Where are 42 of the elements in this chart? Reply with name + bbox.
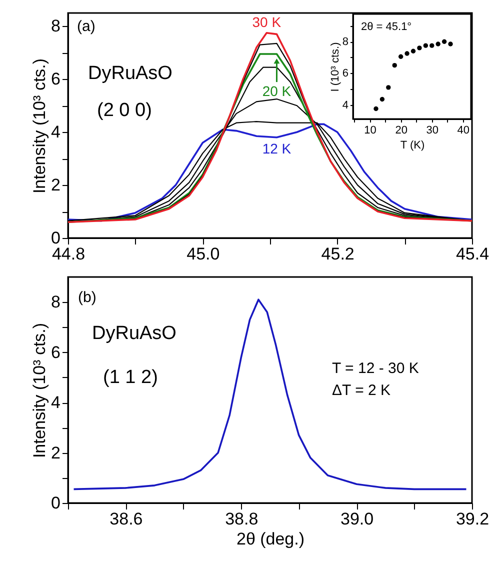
x-tick-label: 39.2 [456, 510, 490, 528]
x-tick-label: 45.2 [321, 244, 354, 264]
x-tick-label: 10 [364, 124, 376, 136]
series-label: 30 K [252, 14, 282, 30]
annotation: ΔT = 2 K [332, 382, 391, 399]
x-tick-label: 38.6 [110, 510, 143, 528]
x-tick-label: 30 [426, 124, 438, 136]
y-tick-label: 0 [51, 228, 60, 248]
annotation: (1 1 2) [103, 367, 158, 388]
x-tick-label: 20 [395, 124, 408, 136]
y-tick-label: 0 [51, 494, 60, 512]
x-tick-label: 40 [457, 124, 470, 136]
x-tick-label: 38.8 [225, 510, 258, 528]
series-label: 12 K [262, 140, 292, 156]
y-tick-label: 8 [51, 292, 60, 312]
x-tick-label: 45.4 [456, 244, 490, 264]
annotation: DyRuAsO [92, 323, 176, 344]
y-tick-label: 6 [51, 70, 60, 89]
y-tick-label: 8 [51, 16, 60, 36]
y-tick-label: 4 [51, 122, 60, 142]
y-tick-label: 6 [51, 342, 60, 362]
y-tick-label: 4 [342, 99, 348, 112]
legend-label: 20 K [262, 83, 292, 100]
x-tick-label: 45.0 [186, 244, 220, 264]
annotation: (a) [77, 18, 96, 35]
y-axis-title: Intensity (10³ cts.) [30, 322, 50, 458]
x-tick-label: 39.0 [340, 510, 374, 528]
y-tick-label: 6 [342, 68, 348, 80]
y-tick-label: 2 [51, 443, 60, 462]
x-axis-title: 2θ (deg.) [236, 530, 305, 548]
y-tick-label: 2 [51, 176, 60, 195]
annotation: (b) [78, 289, 96, 306]
annotation: 2θ = 45.1° [361, 21, 412, 33]
annotation: T = 12 - 30 K [332, 360, 419, 377]
y-tick-label: 8 [342, 36, 348, 48]
y-axis-title: Intensity (10³ cts.) [30, 58, 50, 194]
y-tick-label: 4 [51, 393, 60, 412]
x-axis-title: T (K) [400, 140, 425, 152]
annotation: DyRuAsO [88, 63, 172, 84]
annotation: (2 0 0) [97, 100, 152, 121]
x-tick-label: 44.8 [52, 244, 86, 264]
y-axis-title: I (10³ cts.) [329, 42, 342, 92]
